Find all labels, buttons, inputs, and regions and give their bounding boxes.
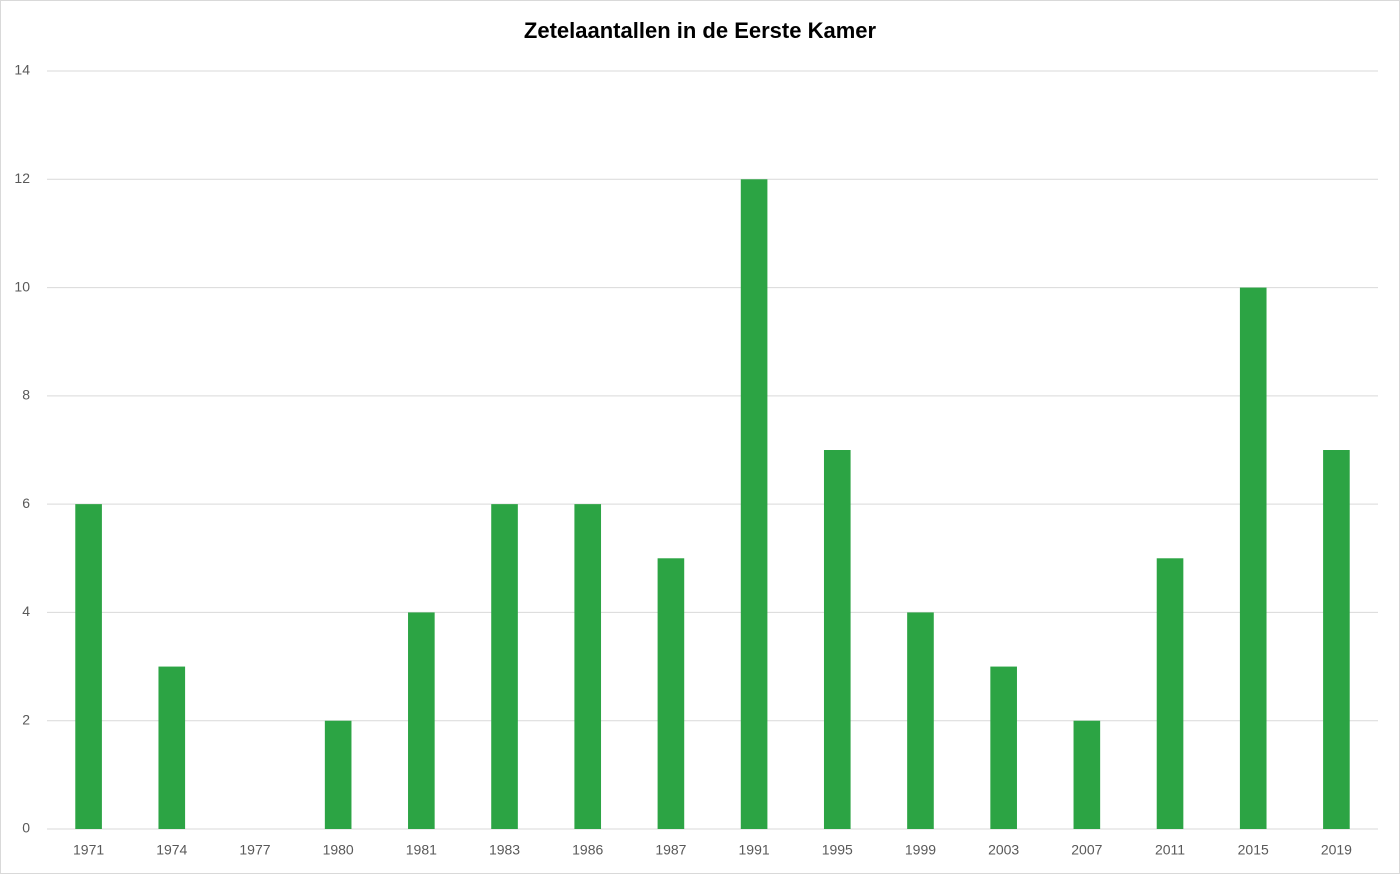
y-tick-label: 8	[22, 387, 30, 403]
bar	[1239, 287, 1267, 830]
x-tick-label: 1981	[406, 842, 437, 858]
y-tick-label: 4	[22, 603, 30, 619]
chart-title: Zetelaantallen in de Eerste Kamer	[524, 18, 877, 43]
x-tick-label: 2019	[1321, 842, 1352, 858]
x-tick-label: 1977	[239, 842, 270, 858]
bar	[324, 720, 352, 829]
x-tick-label: 1999	[905, 842, 936, 858]
x-tick-label: 2003	[988, 842, 1019, 858]
x-tick-label: 2007	[1071, 842, 1102, 858]
bar	[1073, 720, 1101, 829]
y-tick-label: 14	[14, 62, 30, 78]
x-tick-label: 1995	[822, 842, 853, 858]
bar	[491, 504, 518, 829]
bar	[657, 558, 685, 829]
x-tick-label: 2015	[1238, 842, 1269, 858]
y-tick-label: 6	[22, 495, 30, 511]
x-tick-label: 1983	[489, 842, 520, 858]
y-tick-label: 2	[22, 711, 30, 727]
x-tick-label: 1974	[156, 842, 187, 858]
x-tick-label: 2011	[1155, 842, 1185, 858]
y-tick-label: 0	[22, 820, 30, 836]
x-tick-label: 1971	[73, 842, 104, 858]
bar	[75, 504, 102, 829]
bar	[408, 612, 435, 829]
y-tick-label: 10	[14, 278, 30, 294]
bar	[823, 450, 851, 829]
bar	[1323, 450, 1350, 829]
bar	[740, 179, 768, 830]
bar	[158, 666, 186, 829]
bar	[907, 612, 934, 829]
x-tick-label: 1987	[655, 842, 686, 858]
x-tick-label: 1980	[323, 842, 354, 858]
bar	[990, 666, 1017, 829]
bar	[574, 504, 602, 829]
y-tick-label: 12	[14, 170, 30, 186]
x-tick-label: 1991	[739, 842, 770, 858]
x-tick-label: 1986	[572, 842, 603, 858]
bar	[1156, 558, 1184, 829]
